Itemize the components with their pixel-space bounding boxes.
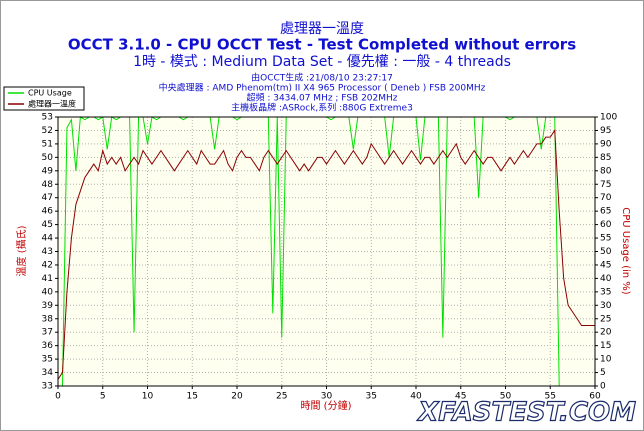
x-tick-label: 0	[55, 392, 61, 402]
info-line: 中央處理器 : AMD Phenom(tm) II X4 965 Process…	[159, 82, 486, 94]
y2-tick-label: 100	[600, 113, 617, 123]
y-tick-label: 51	[42, 139, 53, 149]
y-tick-label: 43	[42, 247, 53, 257]
y-tick-label: 49	[42, 166, 54, 176]
x-tick-label: 55	[545, 392, 556, 402]
y2-tick-label: 75	[600, 180, 611, 190]
y2-tick-label: 85	[600, 153, 611, 163]
y-tick-label: 39	[42, 301, 54, 311]
y2-tick-label: 55	[600, 234, 611, 244]
data-line	[57, 128, 595, 380]
y2-tick-label: 40	[600, 274, 612, 284]
y2-tick-label: 10	[600, 355, 612, 365]
y2-tick-label: 65	[600, 207, 611, 217]
y-tick-label: 35	[42, 355, 53, 365]
y-tick-label: 42	[42, 260, 53, 270]
y2-axis-label: CPU Usage (in %)	[620, 207, 631, 295]
x-tick-label: 15	[187, 392, 198, 402]
x-tick-label: 10	[142, 392, 154, 402]
y2-tick-label: 95	[600, 126, 611, 136]
y2-tick-label: 25	[600, 314, 611, 324]
legend-label: CPU Usage	[28, 89, 72, 98]
info-line: 主機板晶牌 :ASRock,系列 :880G Extreme3	[231, 102, 413, 114]
chart-title: 處理器一溫度	[280, 21, 364, 37]
y-tick-label: 50	[42, 153, 54, 163]
y-tick-label: 38	[42, 314, 54, 324]
plot-border	[57, 116, 596, 387]
x-axis-label: 時間 (分鐘)	[301, 399, 352, 412]
x-tick-label: 25	[276, 392, 287, 402]
y-tick-label: 47	[42, 193, 53, 203]
x-tick-label: 5	[100, 392, 106, 402]
y-tick-label: 44	[42, 234, 54, 244]
x-tick-label: 20	[231, 392, 243, 402]
legend-label: 處理器一溫度	[28, 99, 76, 109]
y-tick-label: 37	[42, 328, 53, 338]
info-line: 超頻 : 3434.07 MHz ; FSB 202MHz	[246, 92, 397, 104]
y2-tick-label: 5	[600, 368, 606, 378]
y-tick-label: 46	[42, 207, 54, 217]
x-tick-label: 35	[366, 392, 377, 402]
x-tick-label: 30	[321, 392, 333, 402]
y-tick-label: 52	[42, 126, 53, 136]
y2-tick-label: 50	[600, 247, 612, 257]
chart-subtitle: OCCT 3.1.0 - CPU OCCT Test - Test Comple…	[68, 36, 576, 54]
x-tick-label: 40	[410, 392, 422, 402]
y-tick-label: 53	[42, 113, 53, 123]
y2-tick-label: 45	[600, 260, 611, 270]
y2-tick-label: 60	[600, 220, 612, 230]
y2-tick-label: 35	[600, 287, 611, 297]
y2-tick-label: 0	[600, 382, 606, 392]
y-tick-label: 36	[42, 341, 54, 351]
y2-tick-label: 90	[600, 139, 612, 149]
y-tick-label: 48	[42, 180, 54, 190]
y-axis-label: 溫度 (攝氏)	[15, 225, 28, 276]
x-tick-label: 45	[455, 392, 466, 402]
watermark: XFASTEST.COM	[416, 398, 636, 428]
x-tick-label: 60	[589, 392, 601, 402]
y2-tick-label: 15	[600, 341, 611, 351]
chart-subtitle: 1時 - 模式 : Medium Data Set - 優先權 : 一般 - 4…	[133, 54, 511, 70]
y-tick-label: 40	[42, 287, 54, 297]
y2-tick-label: 30	[600, 301, 612, 311]
info-line: 由OCCT生成 :21/08/10 23:27:17	[251, 72, 393, 84]
y-tick-label: 41	[42, 274, 53, 284]
y-tick-label: 45	[42, 220, 53, 230]
y-tick-label: 33	[42, 382, 53, 392]
y2-tick-label: 80	[600, 166, 612, 176]
legend: CPU Usage 處理器一溫度	[3, 86, 85, 111]
x-tick-label: 50	[500, 392, 512, 402]
y2-tick-label: 70	[600, 193, 612, 203]
y2-tick-label: 20	[600, 328, 612, 338]
y-tick-label: 34	[42, 368, 54, 378]
